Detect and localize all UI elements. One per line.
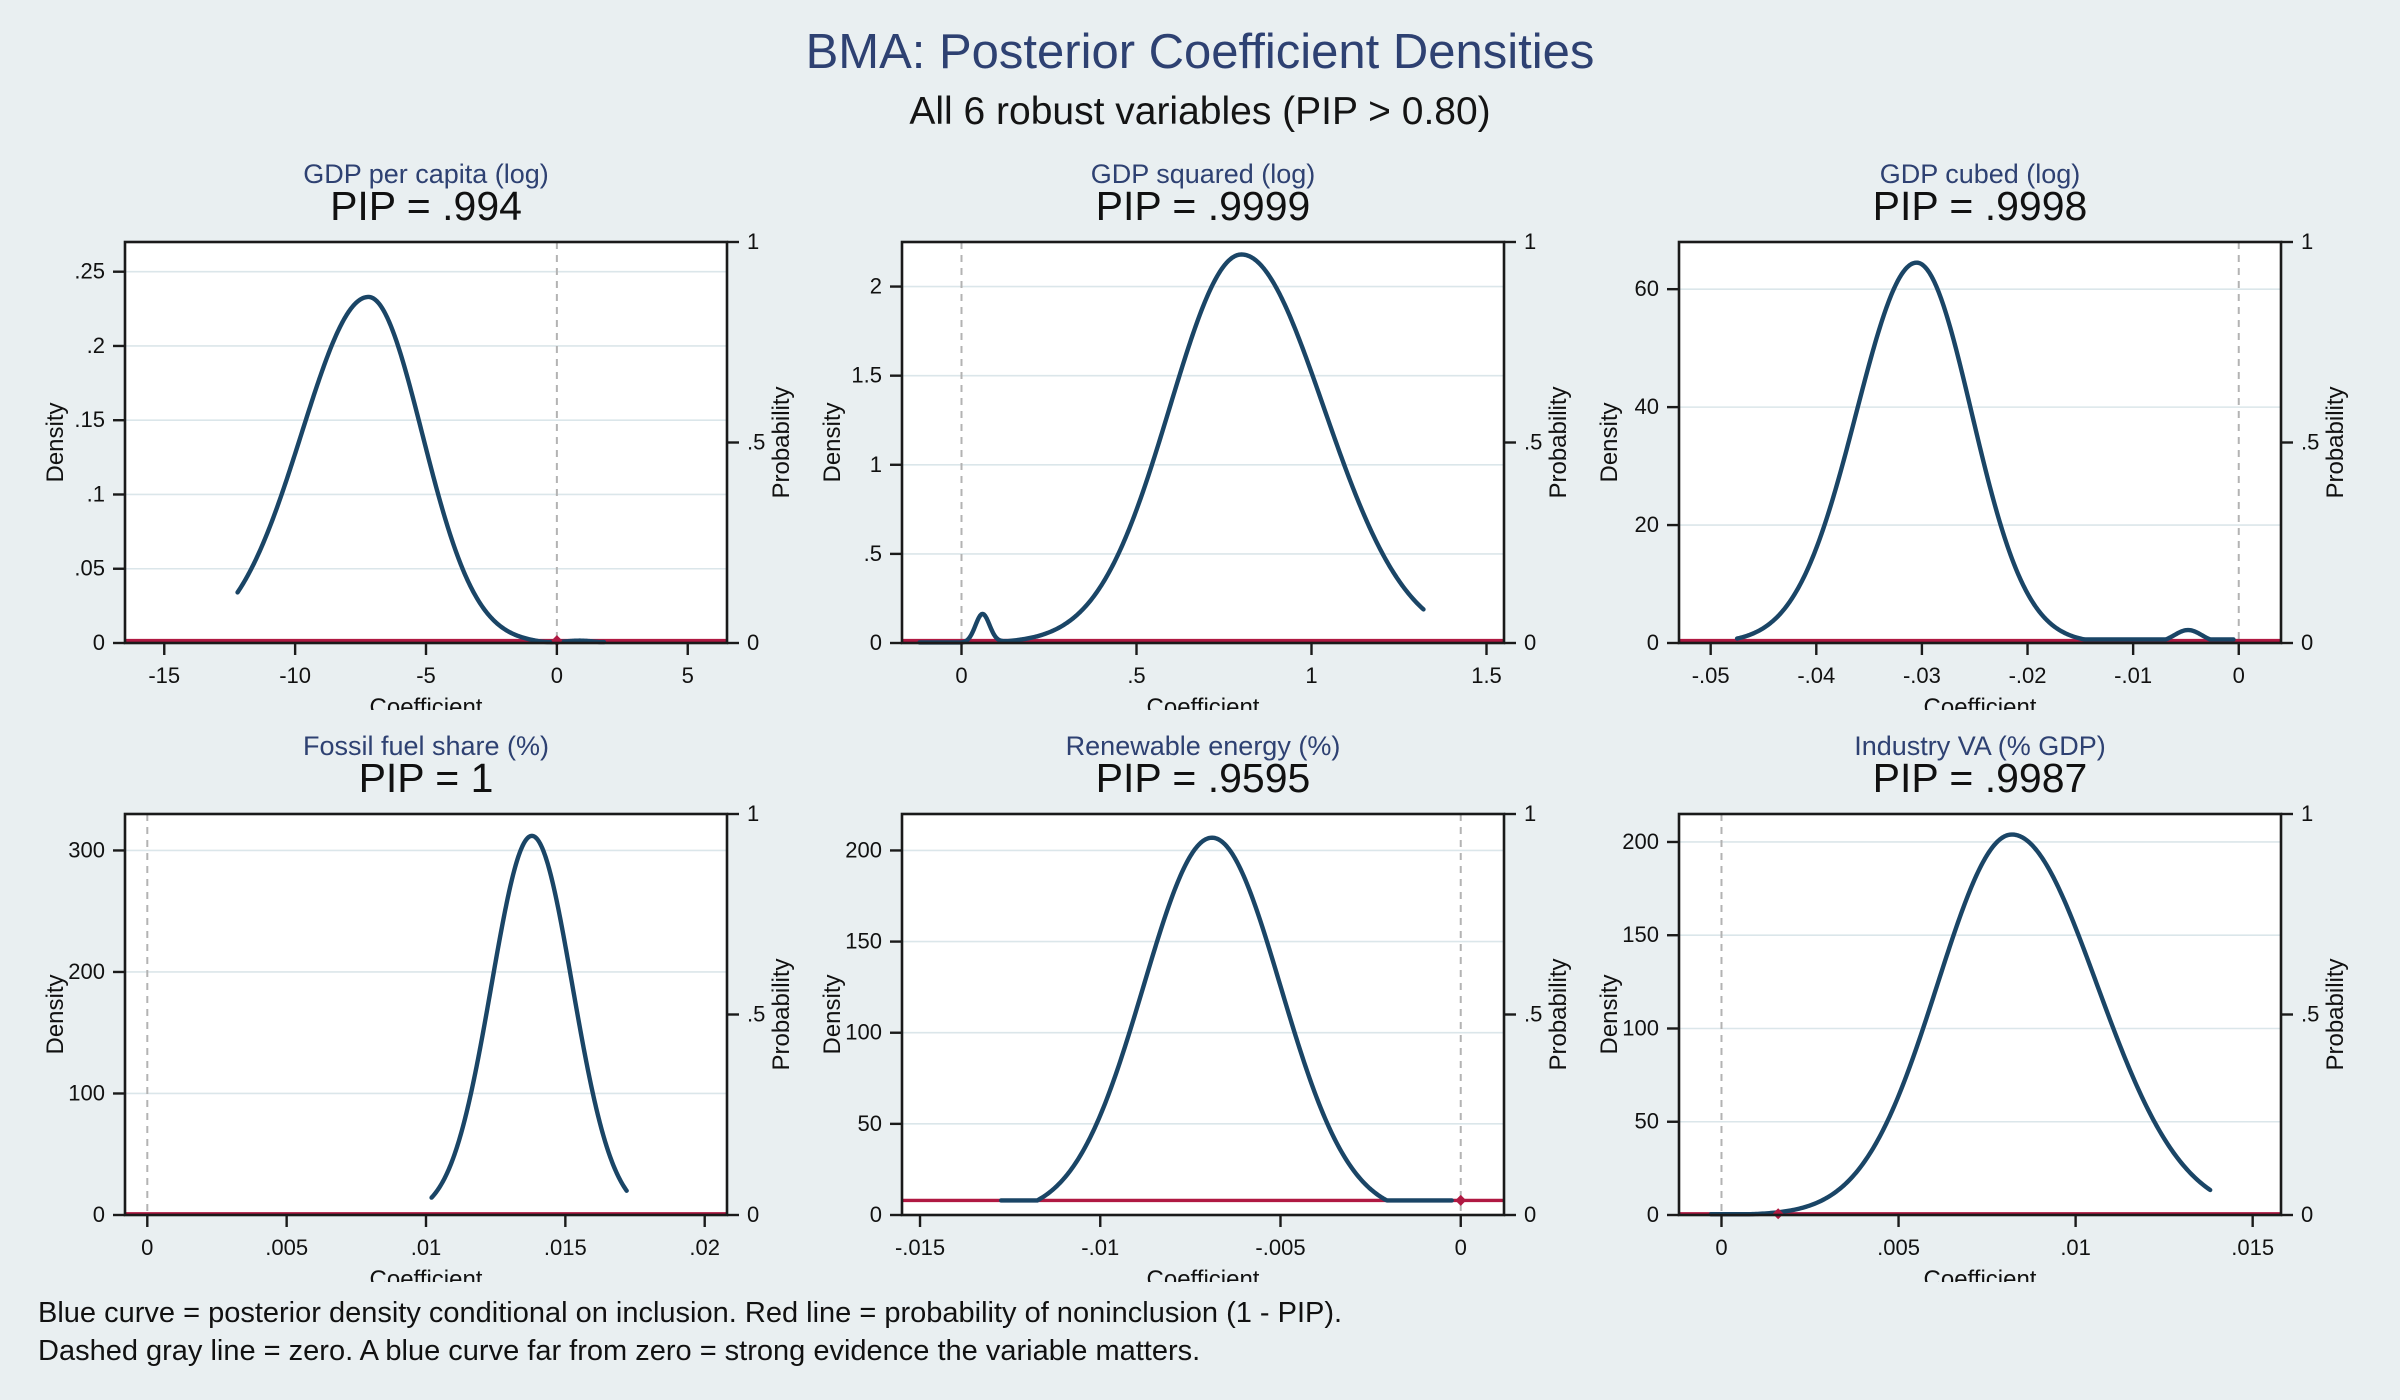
- svg-text:-.015: -.015: [895, 1235, 945, 1260]
- svg-text:Density: Density: [42, 974, 69, 1054]
- svg-text:0: 0: [747, 1202, 759, 1227]
- svg-text:1: 1: [1305, 663, 1317, 688]
- svg-text:0: 0: [1524, 630, 1536, 655]
- svg-text:0: 0: [2301, 630, 2313, 655]
- svg-text:PIP = .9987: PIP = .9987: [1873, 755, 2088, 801]
- svg-text:Coefficient: Coefficient: [370, 694, 483, 710]
- svg-text:60: 60: [1635, 276, 1659, 301]
- svg-text:.25: .25: [74, 259, 105, 284]
- svg-text:PIP = .9999: PIP = .9999: [1096, 183, 1311, 229]
- svg-text:200: 200: [1622, 829, 1659, 854]
- svg-text:50: 50: [1635, 1109, 1659, 1134]
- svg-text:0: 0: [551, 663, 563, 688]
- svg-text:.2: .2: [87, 333, 105, 358]
- svg-text:1: 1: [747, 229, 759, 254]
- svg-text:-.02: -.02: [2009, 663, 2047, 688]
- svg-text:Density: Density: [1596, 974, 1623, 1054]
- svg-text:1: 1: [870, 452, 882, 477]
- svg-text:Density: Density: [1596, 402, 1623, 482]
- svg-text:-.01: -.01: [1081, 1235, 1119, 1260]
- svg-text:.1: .1: [87, 481, 105, 506]
- svg-text:5: 5: [682, 663, 694, 688]
- svg-text:-15: -15: [148, 663, 180, 688]
- svg-text:1: 1: [747, 801, 759, 826]
- svg-text:.005: .005: [265, 1235, 308, 1260]
- svg-text:PIP = .9595: PIP = .9595: [1096, 755, 1311, 801]
- svg-text:.5: .5: [1524, 430, 1542, 455]
- svg-text:.015: .015: [544, 1235, 587, 1260]
- svg-text:.015: .015: [2231, 1235, 2274, 1260]
- svg-text:.01: .01: [411, 1235, 442, 1260]
- svg-text:Density: Density: [819, 402, 846, 482]
- svg-text:-.05: -.05: [1692, 663, 1730, 688]
- svg-text:20: 20: [1635, 512, 1659, 537]
- svg-text:300: 300: [68, 837, 105, 862]
- svg-text:40: 40: [1635, 394, 1659, 419]
- svg-text:1: 1: [1524, 801, 1536, 826]
- svg-text:50: 50: [858, 1111, 882, 1136]
- svg-text:-.03: -.03: [1903, 663, 1941, 688]
- svg-text:.5: .5: [747, 1002, 765, 1027]
- svg-text:0: 0: [2301, 1202, 2313, 1227]
- svg-text:.5: .5: [2301, 1002, 2319, 1027]
- svg-text:0: 0: [1455, 1235, 1467, 1260]
- svg-text:.5: .5: [1127, 663, 1145, 688]
- svg-text:0: 0: [2233, 663, 2245, 688]
- svg-text:0: 0: [870, 630, 882, 655]
- svg-text:.005: .005: [1877, 1235, 1920, 1260]
- svg-text:0: 0: [141, 1235, 153, 1260]
- svg-text:PIP = 1: PIP = 1: [359, 755, 494, 801]
- svg-text:0: 0: [955, 663, 967, 688]
- svg-text:.5: .5: [2301, 430, 2319, 455]
- svg-text:.15: .15: [74, 407, 105, 432]
- svg-text:100: 100: [1622, 1015, 1659, 1040]
- svg-text:.05: .05: [74, 556, 105, 581]
- svg-text:0: 0: [1715, 1235, 1727, 1260]
- svg-text:.5: .5: [1524, 1002, 1542, 1027]
- svg-text:-10: -10: [279, 663, 311, 688]
- svg-text:0: 0: [93, 1202, 105, 1227]
- svg-text:200: 200: [845, 837, 882, 862]
- svg-text:.5: .5: [864, 541, 882, 566]
- svg-text:1: 1: [2301, 801, 2313, 826]
- svg-text:1: 1: [2301, 229, 2313, 254]
- svg-text:.02: .02: [689, 1235, 720, 1260]
- svg-text:0: 0: [1524, 1202, 1536, 1227]
- svg-text:Density: Density: [819, 974, 846, 1054]
- svg-text:Coefficient: Coefficient: [1924, 1266, 2037, 1282]
- svg-text:0: 0: [93, 630, 105, 655]
- svg-text:0: 0: [870, 1202, 882, 1227]
- svg-text:Probability: Probability: [2322, 386, 2349, 498]
- svg-text:0: 0: [1647, 630, 1659, 655]
- svg-text:Coefficient: Coefficient: [1924, 694, 2037, 710]
- svg-text:.01: .01: [2060, 1235, 2091, 1260]
- svg-text:PIP = .994: PIP = .994: [330, 183, 522, 229]
- svg-text:150: 150: [1622, 922, 1659, 947]
- svg-text:0: 0: [1647, 1202, 1659, 1227]
- svg-text:0: 0: [747, 630, 759, 655]
- svg-text:-.005: -.005: [1255, 1235, 1305, 1260]
- svg-text:-.01: -.01: [2114, 663, 2152, 688]
- svg-text:150: 150: [845, 929, 882, 954]
- svg-text:Density: Density: [42, 402, 69, 482]
- svg-text:2: 2: [870, 274, 882, 299]
- svg-text:Coefficient: Coefficient: [1147, 694, 1260, 710]
- svg-text:-.04: -.04: [1797, 663, 1835, 688]
- svg-text:Coefficient: Coefficient: [1147, 1266, 1260, 1282]
- svg-text:1: 1: [1524, 229, 1536, 254]
- svg-text:Probability: Probability: [2322, 958, 2349, 1070]
- svg-text:-5: -5: [416, 663, 436, 688]
- svg-text:.5: .5: [747, 430, 765, 455]
- svg-text:100: 100: [845, 1020, 882, 1045]
- svg-text:100: 100: [68, 1080, 105, 1105]
- svg-text:1.5: 1.5: [1471, 663, 1502, 688]
- svg-text:PIP = .9998: PIP = .9998: [1873, 183, 2088, 229]
- svg-text:200: 200: [68, 959, 105, 984]
- svg-text:Coefficient: Coefficient: [370, 1266, 483, 1282]
- svg-text:1.5: 1.5: [851, 363, 882, 388]
